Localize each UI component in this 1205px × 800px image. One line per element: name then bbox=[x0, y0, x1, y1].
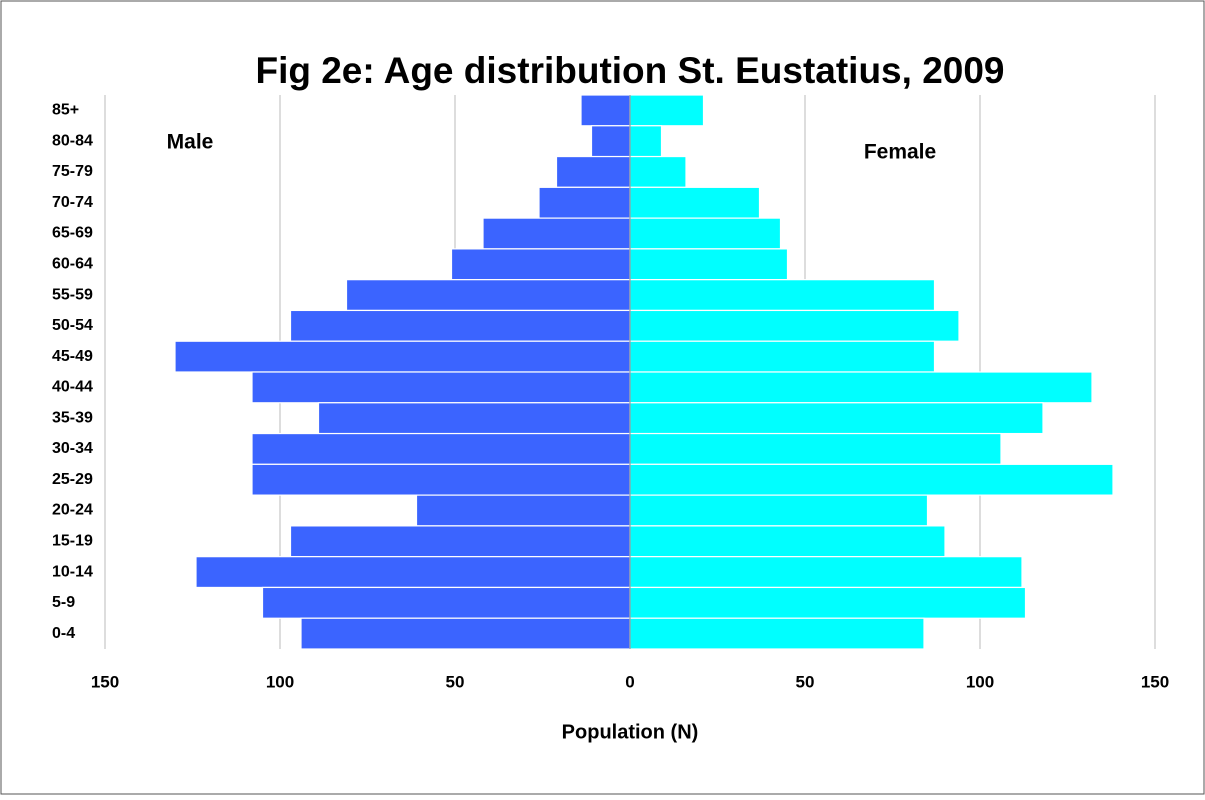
bar bbox=[195, 556, 631, 589]
bar bbox=[590, 125, 631, 158]
bar bbox=[629, 186, 761, 219]
bar bbox=[261, 586, 631, 619]
y-tick-label: 15-19 bbox=[52, 532, 93, 549]
y-tick-label: 65-69 bbox=[52, 225, 93, 242]
y-tick-label: 45-49 bbox=[52, 348, 93, 365]
x-tick-label: 150 bbox=[91, 672, 119, 691]
y-tick-label: 55-59 bbox=[52, 286, 93, 303]
bar bbox=[317, 402, 631, 435]
legend-label: Male bbox=[167, 131, 214, 154]
x-tick-label: 150 bbox=[1141, 672, 1169, 691]
y-tick-label: 85+ bbox=[52, 102, 79, 119]
y-tick-label: 0-4 bbox=[52, 625, 75, 642]
bar bbox=[415, 494, 631, 527]
y-tick-label: 60-64 bbox=[52, 255, 93, 272]
y-tick-label: 50-54 bbox=[52, 317, 93, 334]
bar bbox=[629, 340, 936, 373]
bar bbox=[629, 617, 925, 650]
bar bbox=[580, 94, 631, 127]
bar bbox=[629, 432, 1002, 465]
x-tick-label: 0 bbox=[625, 672, 634, 691]
bar bbox=[251, 371, 631, 404]
y-tick-label: 80-84 bbox=[52, 132, 93, 149]
bar bbox=[251, 463, 631, 496]
bar bbox=[629, 217, 782, 250]
bar bbox=[555, 155, 631, 188]
bar bbox=[289, 525, 631, 558]
chart-title: Fig 2e: Age distribution St. Eustatius, … bbox=[255, 50, 1004, 91]
bar bbox=[345, 279, 631, 312]
bar bbox=[300, 617, 631, 650]
y-tick-label: 25-29 bbox=[52, 471, 93, 488]
x-tick-label: 50 bbox=[796, 672, 815, 691]
y-tick-label: 5-9 bbox=[52, 594, 75, 611]
y-tick-label: 10-14 bbox=[52, 563, 93, 580]
x-axis-label: Population (N) bbox=[562, 721, 699, 743]
bar bbox=[629, 155, 687, 188]
bar bbox=[289, 309, 631, 342]
bar bbox=[629, 248, 789, 281]
bar bbox=[629, 494, 929, 527]
x-tick-label: 100 bbox=[966, 672, 994, 691]
bar bbox=[482, 217, 631, 250]
bar bbox=[629, 279, 936, 312]
legend-label: Female bbox=[864, 141, 936, 164]
y-tick-label: 35-39 bbox=[52, 409, 93, 426]
x-tick-label: 100 bbox=[266, 672, 294, 691]
y-tick-label: 20-24 bbox=[52, 502, 93, 519]
bar bbox=[629, 94, 705, 127]
y-tick-label: 30-34 bbox=[52, 440, 93, 457]
bar bbox=[251, 432, 631, 465]
bar bbox=[629, 525, 946, 558]
bar bbox=[629, 309, 960, 342]
bar bbox=[629, 586, 1027, 619]
x-tick-label: 50 bbox=[446, 672, 465, 691]
bar bbox=[629, 125, 663, 158]
bar bbox=[629, 402, 1044, 435]
y-tick-label: 75-79 bbox=[52, 163, 93, 180]
bar bbox=[538, 186, 631, 219]
bar bbox=[629, 556, 1023, 589]
bar bbox=[174, 340, 631, 373]
bar bbox=[629, 371, 1093, 404]
bar bbox=[450, 248, 631, 281]
y-tick-label: 40-44 bbox=[52, 379, 93, 396]
y-tick-label: 70-74 bbox=[52, 194, 93, 211]
bar bbox=[629, 463, 1114, 496]
